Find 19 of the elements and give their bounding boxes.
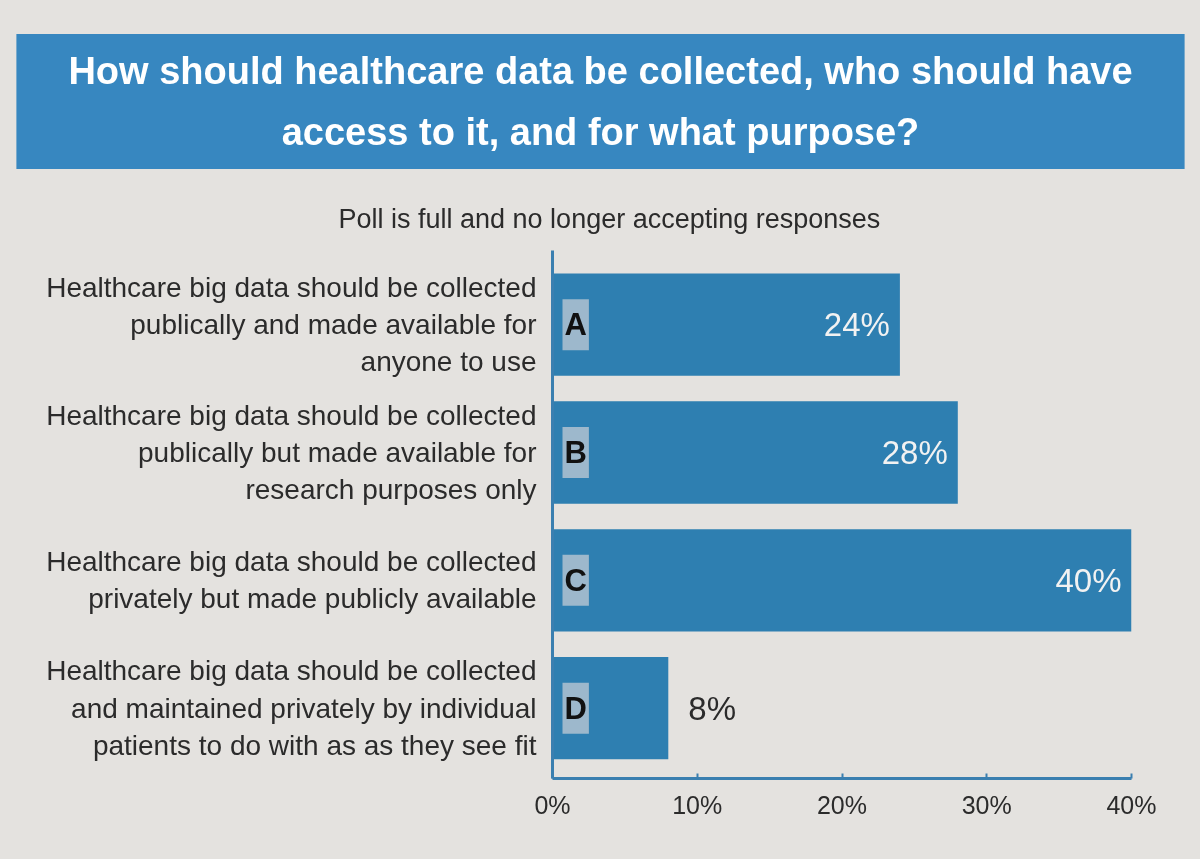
x-tick-label: 10%: [672, 790, 723, 819]
y-tick-label: Healthcare big data should be collected and maintained privately by individual patients to do with as as they see fit: [46, 655, 537, 761]
y-tick-label: Healthcare big data should be collected privately but made publicly available: [46, 546, 537, 615]
annotation: D: [564, 690, 587, 726]
data-label: 8%: [688, 689, 736, 727]
annotation: B: [564, 435, 587, 470]
y-tick-label: Healthcare big data should be collected publically but made available for research purposes only: [46, 399, 537, 506]
x-tick-label: 30%: [961, 790, 1012, 819]
data-label: 40%: [1055, 561, 1122, 599]
chart-title: How should healthcare data be collected, who should have access to it, and for what purpose?: [68, 50, 1133, 153]
data-label: 24%: [823, 306, 890, 344]
annotation: A: [564, 307, 587, 343]
y-tick-label: Healthcare big data should be collected publically and made available for anyone to use: [46, 271, 537, 378]
annotation: C: [564, 562, 587, 598]
data-label: 28%: [881, 434, 948, 471]
chart-subtitle: Poll is full and no longer accepting responses: [338, 203, 881, 234]
x-tick-label: 20%: [816, 790, 868, 819]
x-tick-label: 0%: [534, 790, 571, 819]
x-tick-label: 40%: [1106, 790, 1157, 819]
